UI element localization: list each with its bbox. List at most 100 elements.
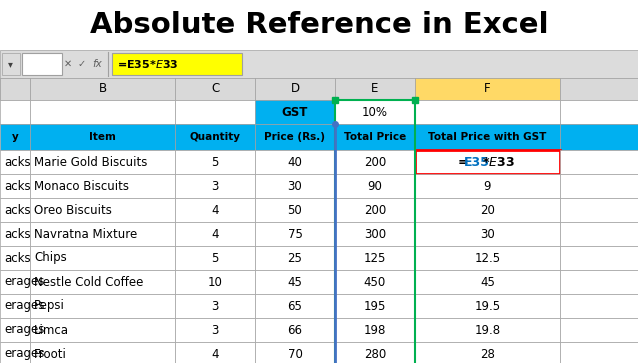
Text: Total Price: Total Price [344, 132, 406, 142]
Text: acks: acks [4, 204, 31, 216]
Bar [560, 78, 638, 100]
Text: 30: 30 [480, 228, 495, 241]
Text: 200: 200 [364, 155, 386, 168]
Text: 3: 3 [211, 299, 219, 313]
Text: ✕: ✕ [64, 59, 72, 69]
Text: y: y [11, 132, 19, 142]
Text: 198: 198 [364, 323, 386, 337]
Text: erages: erages [4, 276, 45, 289]
Bar [335, 318, 415, 342]
Bar [30, 270, 175, 294]
Text: GST: GST [282, 106, 308, 118]
Text: 90: 90 [367, 179, 382, 192]
Bar [335, 100, 415, 363]
Bar [335, 342, 415, 363]
Text: Item: Item [89, 132, 116, 142]
Text: 30: 30 [288, 179, 302, 192]
Bar [560, 318, 638, 342]
Bar [175, 124, 255, 150]
Text: 25: 25 [288, 252, 302, 265]
Bar [335, 246, 415, 270]
Text: F: F [484, 82, 491, 95]
Text: =E35*$E$33: =E35*$E$33 [117, 58, 179, 70]
Bar [255, 124, 335, 150]
Text: 300: 300 [364, 228, 386, 241]
Bar [255, 150, 335, 174]
Text: 70: 70 [288, 347, 302, 360]
Text: 5: 5 [211, 155, 219, 168]
Text: 4: 4 [211, 347, 219, 360]
Bar [415, 100, 560, 124]
Text: 40: 40 [288, 155, 302, 168]
Bar [560, 124, 638, 150]
Text: 50: 50 [288, 204, 302, 216]
Bar [335, 100, 415, 124]
Bar [0, 78, 30, 100]
Bar [335, 150, 415, 174]
Text: =: = [457, 155, 468, 168]
Bar [175, 100, 255, 124]
Bar [0, 174, 30, 198]
Text: Oreo Biscuits: Oreo Biscuits [34, 204, 112, 216]
Text: 195: 195 [364, 299, 386, 313]
Text: *$E$33: *$E$33 [482, 155, 514, 168]
Text: 200: 200 [364, 204, 386, 216]
Text: Pepsi: Pepsi [34, 299, 65, 313]
Text: 4: 4 [211, 204, 219, 216]
Bar [560, 174, 638, 198]
Bar [22, 53, 62, 75]
Bar [30, 342, 175, 363]
Bar [335, 78, 415, 100]
Text: fx: fx [92, 59, 102, 69]
Text: acks: acks [4, 179, 31, 192]
Text: 3: 3 [211, 179, 219, 192]
Bar [2, 53, 20, 75]
Text: Monaco Biscuits: Monaco Biscuits [34, 179, 129, 192]
Bar [415, 342, 560, 363]
Bar [255, 270, 335, 294]
Bar [0, 294, 30, 318]
Text: Navratna Mixture: Navratna Mixture [34, 228, 137, 241]
Bar [30, 78, 175, 100]
Text: C: C [211, 82, 219, 95]
Text: B: B [98, 82, 107, 95]
Text: 9: 9 [484, 179, 491, 192]
Bar [255, 174, 335, 198]
Text: erages: erages [4, 323, 45, 337]
Bar [30, 318, 175, 342]
Bar [30, 124, 175, 150]
Bar [560, 294, 638, 318]
Bar [415, 124, 560, 150]
Bar [560, 270, 638, 294]
Text: 19.5: 19.5 [475, 299, 501, 313]
Text: 12.5: 12.5 [475, 252, 501, 265]
Bar [0, 124, 30, 150]
Text: acks: acks [4, 155, 31, 168]
Bar [30, 222, 175, 246]
Text: E: E [371, 82, 379, 95]
Text: erages: erages [4, 299, 45, 313]
Text: 3: 3 [211, 323, 219, 337]
Text: 280: 280 [364, 347, 386, 360]
Text: 28: 28 [480, 347, 495, 360]
Text: Price (Rs.): Price (Rs.) [265, 132, 325, 142]
Bar [560, 150, 638, 174]
Bar [175, 198, 255, 222]
Bar [175, 150, 255, 174]
Bar [255, 78, 335, 100]
Bar [335, 198, 415, 222]
Text: 125: 125 [364, 252, 386, 265]
Bar [560, 246, 638, 270]
Text: 45: 45 [288, 276, 302, 289]
Bar [175, 174, 255, 198]
Bar [255, 318, 335, 342]
Text: 65: 65 [288, 299, 302, 313]
Text: erages: erages [4, 347, 45, 360]
Bar [30, 174, 175, 198]
Text: 10%: 10% [362, 106, 388, 118]
Bar [560, 198, 638, 222]
Text: Frooti: Frooti [34, 347, 67, 360]
Bar [255, 222, 335, 246]
Text: 19.8: 19.8 [475, 323, 501, 337]
Bar [30, 294, 175, 318]
